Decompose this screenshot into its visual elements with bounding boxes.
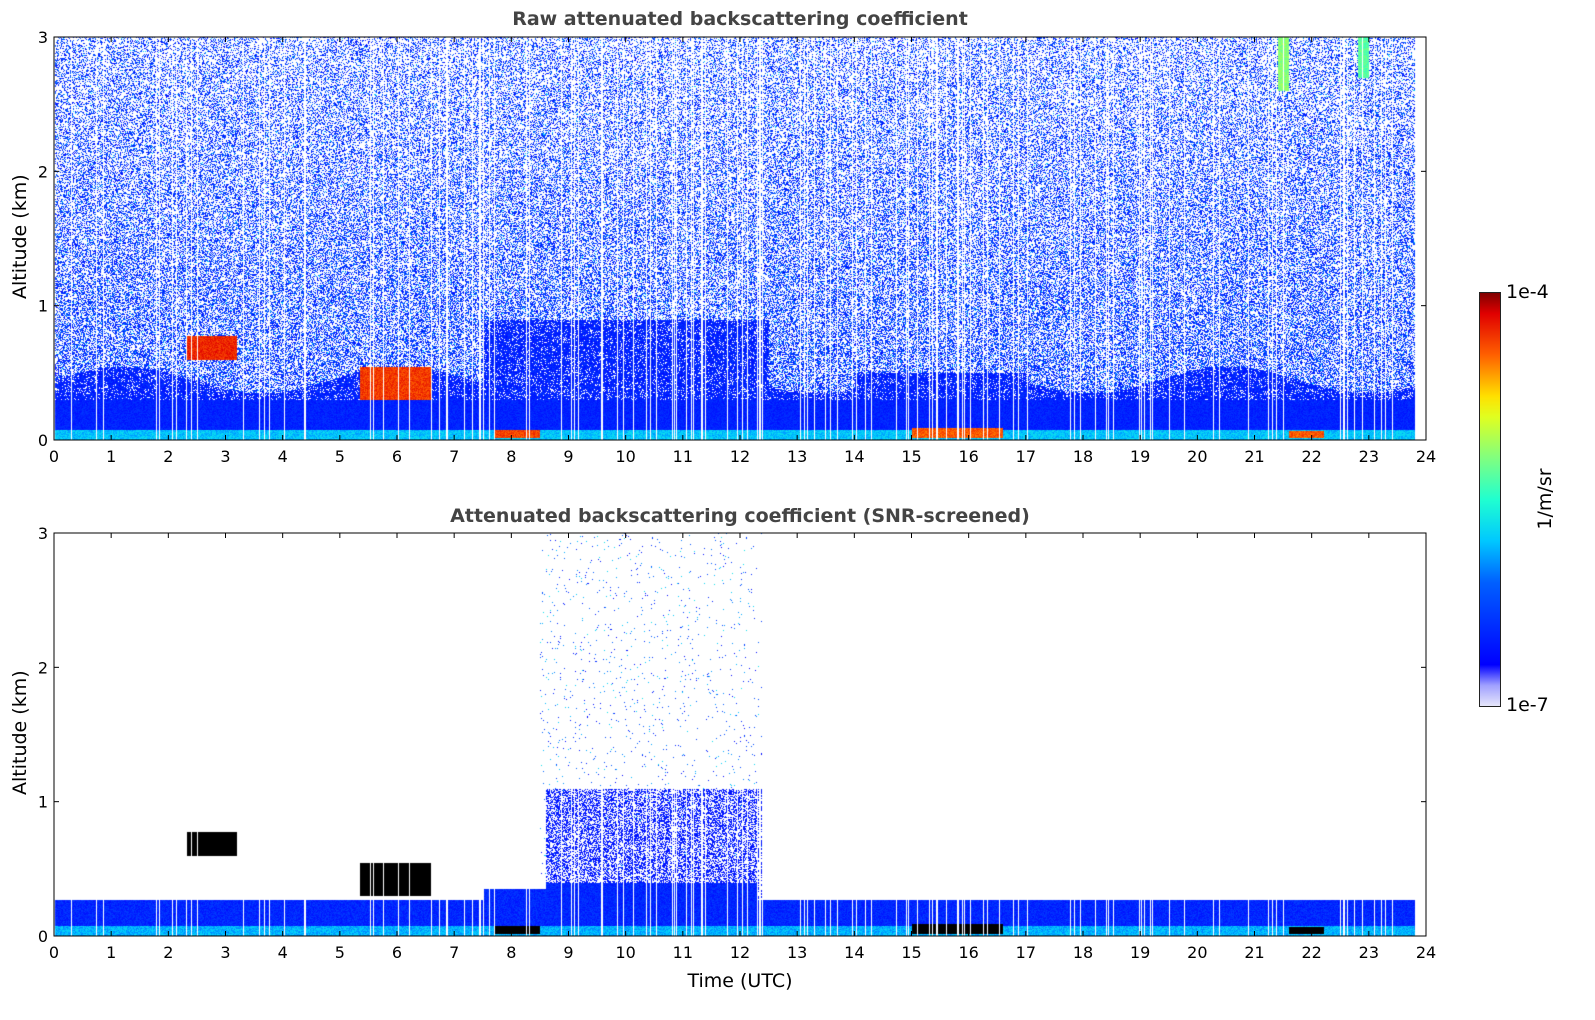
x-tick-label: 22 xyxy=(1301,447,1321,466)
y-tick-label: 0 xyxy=(38,431,48,450)
y-tick-label: 3 xyxy=(38,524,48,543)
x-tick-label: 23 xyxy=(1359,447,1379,466)
x-tick-label: 11 xyxy=(673,943,693,962)
x-tick-label: 15 xyxy=(901,447,921,466)
x-tick-label: 13 xyxy=(787,447,807,466)
bottom-y-axis-label: Altitude (km) xyxy=(9,670,31,795)
x-tick-label: 0 xyxy=(49,447,59,466)
x-tick-label: 21 xyxy=(1244,943,1264,962)
x-tick-label: 24 xyxy=(1416,943,1436,962)
raw-backscatter-heatmap xyxy=(54,37,1426,440)
x-tick-label: 7 xyxy=(449,943,459,962)
x-tick-label: 1 xyxy=(106,447,116,466)
x-tick-label: 24 xyxy=(1416,447,1436,466)
x-tick-label: 22 xyxy=(1301,943,1321,962)
x-tick-label: 16 xyxy=(958,447,978,466)
bottom-chart-title: Attenuated backscattering coefficient (S… xyxy=(450,505,1030,527)
x-tick-label: 8 xyxy=(506,943,516,962)
x-tick-label: 10 xyxy=(615,943,635,962)
x-tick-label: 7 xyxy=(449,447,459,466)
x-tick-label: 5 xyxy=(335,447,345,466)
colorbar-min-label: 1e-7 xyxy=(1506,694,1549,716)
x-tick-label: 18 xyxy=(1073,943,1093,962)
x-tick-label: 17 xyxy=(1016,943,1036,962)
y-tick-label: 2 xyxy=(38,658,48,677)
x-tick-label: 18 xyxy=(1073,447,1093,466)
y-tick-label: 1 xyxy=(38,793,48,812)
x-tick-label: 5 xyxy=(335,943,345,962)
colorbar-unit-label: 1/m/sr xyxy=(1534,468,1556,530)
x-tick-label: 9 xyxy=(563,943,573,962)
x-axis-label: Time (UTC) xyxy=(687,970,793,992)
x-tick-label: 0 xyxy=(49,943,59,962)
x-tick-label: 8 xyxy=(506,447,516,466)
x-tick-label: 3 xyxy=(220,447,230,466)
x-tick-label: 2 xyxy=(163,943,173,962)
x-tick-label: 3 xyxy=(220,943,230,962)
x-tick-label: 19 xyxy=(1130,943,1150,962)
x-tick-label: 12 xyxy=(730,943,750,962)
plot-frame xyxy=(53,532,1427,937)
y-tick-label: 3 xyxy=(38,28,48,47)
colorbar-max-label: 1e-4 xyxy=(1506,281,1549,303)
x-tick-label: 6 xyxy=(392,943,402,962)
x-tick-label: 6 xyxy=(392,447,402,466)
x-tick-label: 1 xyxy=(106,943,116,962)
x-tick-label: 4 xyxy=(278,447,288,466)
x-tick-label: 14 xyxy=(844,447,864,466)
screened-backscatter-heatmap xyxy=(54,533,1426,936)
y-tick-label: 0 xyxy=(38,927,48,946)
x-tick-label: 2 xyxy=(163,447,173,466)
x-tick-label: 9 xyxy=(563,447,573,466)
x-tick-label: 4 xyxy=(278,943,288,962)
x-tick-label: 16 xyxy=(958,943,978,962)
x-tick-label: 10 xyxy=(615,447,635,466)
y-tick-label: 2 xyxy=(38,162,48,181)
colorbar xyxy=(1479,292,1501,707)
x-tick-label: 15 xyxy=(901,943,921,962)
x-tick-label: 13 xyxy=(787,943,807,962)
x-tick-label: 12 xyxy=(730,447,750,466)
top-chart-title: Raw attenuated backscattering coefficien… xyxy=(512,8,968,30)
y-tick-label: 1 xyxy=(38,297,48,316)
x-tick-label: 21 xyxy=(1244,447,1264,466)
x-tick-label: 19 xyxy=(1130,447,1150,466)
x-tick-label: 14 xyxy=(844,943,864,962)
plot-frame xyxy=(53,36,1427,441)
x-tick-label: 20 xyxy=(1187,447,1207,466)
top-y-axis-label: Altitude (km) xyxy=(9,174,31,299)
x-tick-label: 23 xyxy=(1359,943,1379,962)
x-tick-label: 17 xyxy=(1016,447,1036,466)
x-tick-label: 11 xyxy=(673,447,693,466)
x-tick-label: 20 xyxy=(1187,943,1207,962)
